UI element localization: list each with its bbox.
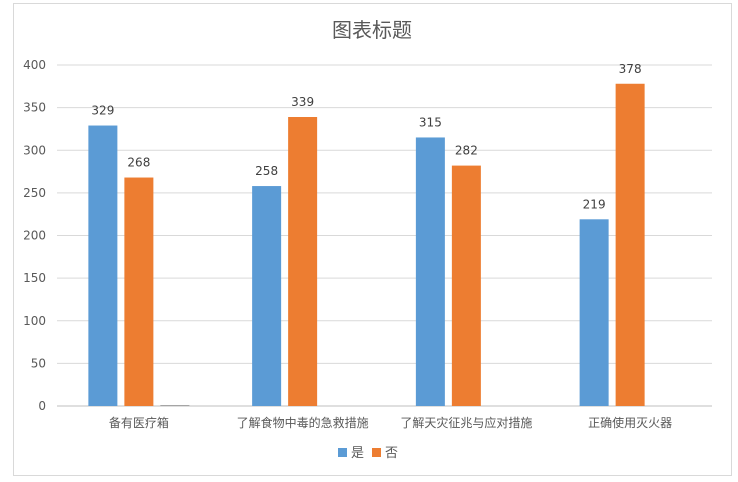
bar [579, 219, 609, 406]
x-tick-label: 备有医疗箱 [109, 415, 169, 430]
data-label: 378 [619, 62, 642, 76]
y-tick-label: 400 [23, 58, 46, 72]
gridlines [57, 64, 712, 407]
y-tick-label: 150 [23, 271, 46, 285]
data-label: 219 [583, 197, 606, 211]
legend-label: 否 [385, 446, 398, 461]
bar [124, 177, 154, 406]
data-label: 339 [291, 95, 314, 109]
x-tick-label: 了解天灾征兆与应对措施 [400, 415, 532, 430]
y-tick-label: 50 [31, 356, 46, 370]
legend: 是否 [338, 446, 398, 461]
bar [160, 405, 190, 406]
data-label: 315 [419, 115, 442, 129]
y-tick-label: 0 [38, 399, 46, 413]
legend-swatch [372, 448, 381, 457]
data-label: 258 [255, 164, 278, 178]
bar [615, 83, 645, 406]
bars [88, 83, 645, 406]
legend-label: 是 [351, 446, 364, 461]
y-tick-label: 100 [23, 314, 46, 328]
bar [415, 137, 445, 406]
bar [288, 117, 318, 406]
y-tick-label: 250 [23, 186, 46, 200]
y-tick-label: 350 [23, 101, 46, 115]
data-labels: 329 268 258 339 315 282 219 378 [91, 62, 641, 212]
bar [88, 125, 118, 406]
data-label: 282 [455, 144, 478, 158]
y-axis-tick-labels: 0 50 100 150 200 250 300 350 400 [23, 58, 46, 413]
bar [252, 186, 282, 406]
y-tick-label: 300 [23, 143, 46, 157]
x-axis-tick-labels: 备有医疗箱 了解食物中毒的急救措施 了解天灾征兆与应对措施 正确使用灭火器 [109, 415, 672, 430]
x-tick-label: 了解食物中毒的急救措施 [237, 415, 369, 430]
y-tick-label: 200 [23, 229, 46, 243]
x-tick-label: 正确使用灭火器 [588, 415, 672, 430]
legend-swatch [338, 448, 347, 457]
data-label: 329 [91, 104, 114, 118]
chart-title: 图表标题 [332, 18, 412, 42]
data-label: 268 [127, 156, 150, 170]
bar [451, 165, 481, 406]
